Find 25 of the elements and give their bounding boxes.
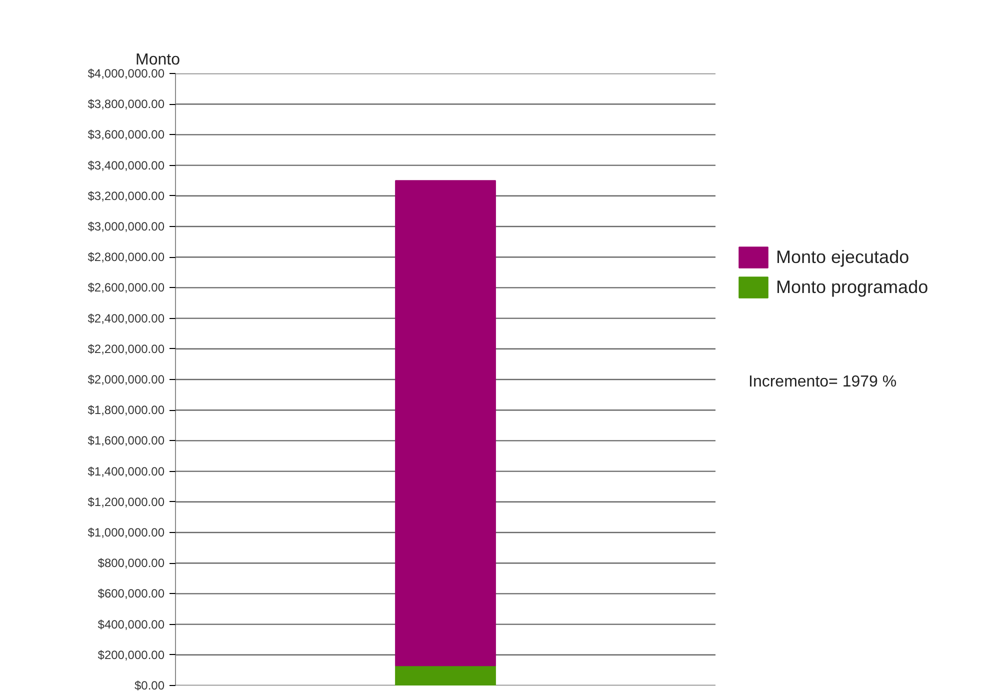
y-tick-label: $1,600,000.00 (88, 434, 165, 448)
text: Incremento= 1979 % (748, 374, 897, 390)
y-tick-label: $0.00 (134, 678, 165, 692)
y-axis-title: Monto (136, 52, 180, 68)
y-tick-label: $3,400,000.00 (88, 158, 165, 172)
y-tick-label: $2,000,000.00 (88, 372, 165, 386)
y-tick-label: $3,600,000.00 (88, 128, 165, 142)
y-tick-label: $200,000.00 (98, 648, 165, 662)
y-tick-label: $2,400,000.00 (88, 311, 165, 326)
y-tick-label: $1,200,000.00 (88, 494, 165, 509)
y-tick-label: $800,000.00 (98, 556, 165, 570)
y-tick-label: $3,800,000.00 (88, 97, 165, 112)
y-tick-label: $1,400,000.00 (88, 464, 165, 478)
y-tick-label: $2,200,000.00 (88, 342, 165, 356)
y-tick-label: $2,800,000.00 (88, 250, 165, 264)
y-tick-label: $3,200,000.00 (88, 188, 165, 203)
y-tick-label: $1,800,000.00 (88, 403, 165, 418)
y-tick-label: $400,000.00 (98, 617, 165, 632)
y-tick-label: $4,000,000.00 (88, 66, 165, 80)
y-tick-label: $1,000,000.00 (88, 526, 165, 540)
y-tick-label: $2,600,000.00 (88, 280, 165, 295)
legend-label: Monto ejecutado (776, 246, 910, 268)
y-tick-label: $3,000,000.00 (88, 220, 165, 234)
y-tick-label: $600,000.00 (98, 586, 165, 601)
legend-label: Monto programado (776, 276, 928, 298)
